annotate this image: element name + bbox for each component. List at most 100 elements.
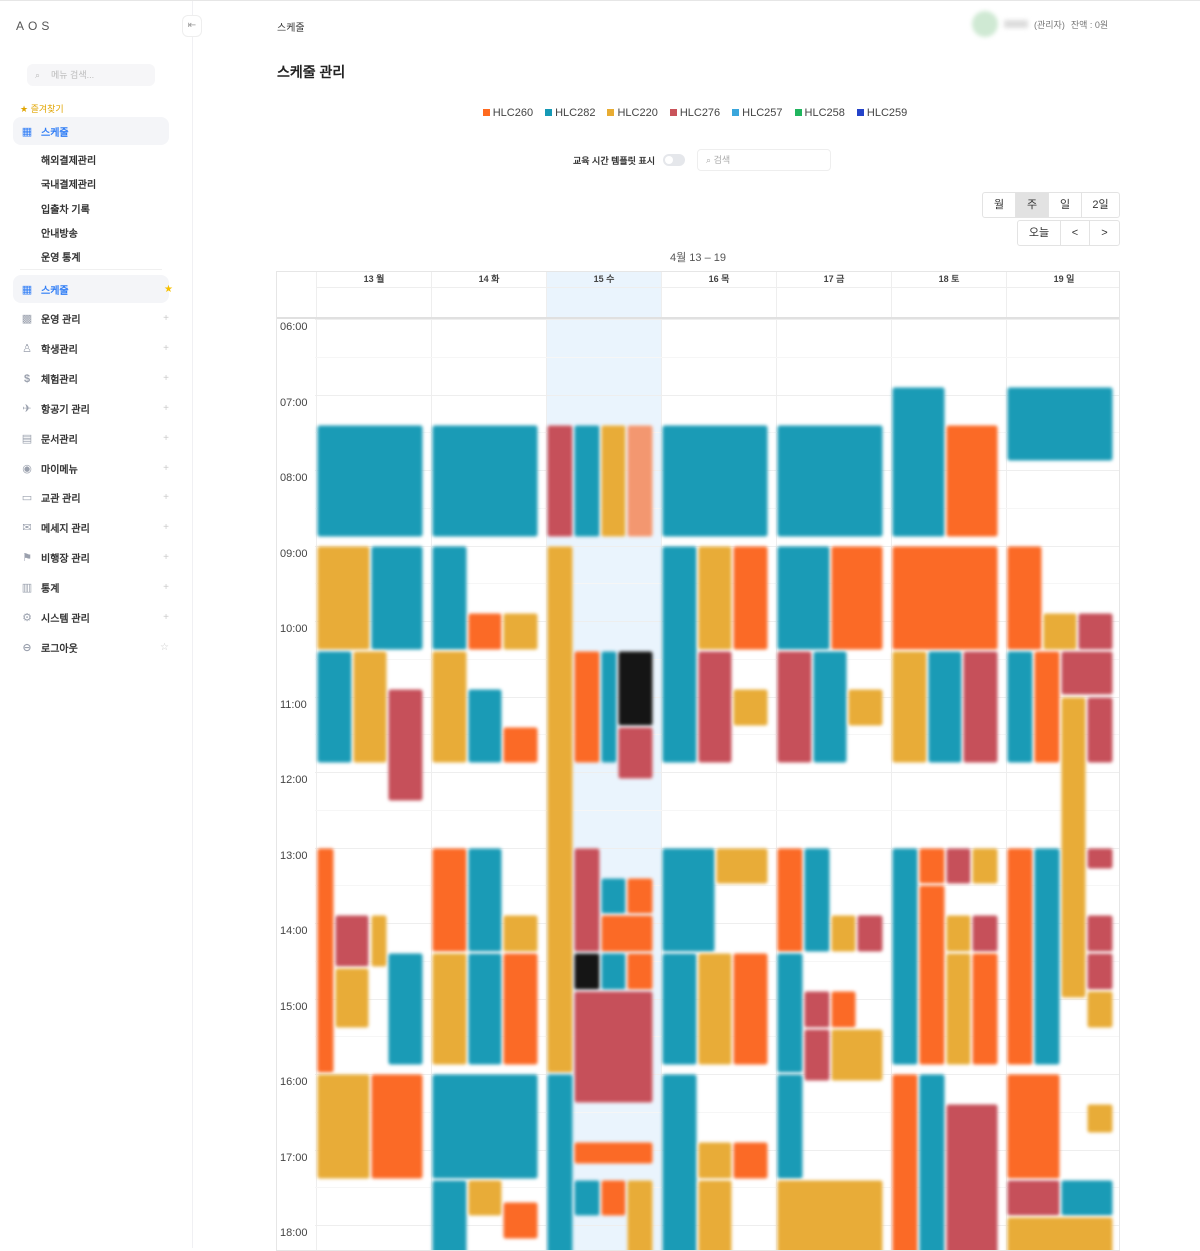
plus-icon[interactable]: + xyxy=(163,492,169,504)
schedule-event[interactable] xyxy=(945,847,972,885)
schedule-event[interactable] xyxy=(600,424,627,537)
schedule-event[interactable] xyxy=(662,847,715,953)
schedule-event[interactable] xyxy=(830,990,857,1028)
schedule-event[interactable] xyxy=(662,1074,697,1250)
sidebar-item[interactable]: ▩ 운영 관리 + xyxy=(13,305,169,333)
plus-icon[interactable]: + xyxy=(163,402,169,414)
favorite-subitem[interactable]: 입출차 기록 xyxy=(41,204,90,216)
sidebar-item[interactable]: ⊖ 로그아웃 ☆ xyxy=(13,633,169,661)
sidebar-item[interactable]: ♙ 학생관리 + xyxy=(13,335,169,363)
schedule-event[interactable] xyxy=(352,651,388,764)
schedule-event[interactable] xyxy=(432,953,467,1066)
schedule-event[interactable] xyxy=(777,1179,883,1250)
schedule-event[interactable] xyxy=(1007,847,1033,1066)
sidebar-item[interactable]: ▭ 교관 관리 + xyxy=(13,484,169,512)
schedule-event[interactable] xyxy=(972,953,998,1066)
schedule-event[interactable] xyxy=(432,1179,467,1250)
schedule-event[interactable] xyxy=(892,545,998,651)
schedule-event[interactable] xyxy=(467,688,503,764)
schedule-event[interactable] xyxy=(945,424,998,537)
schedule-event[interactable] xyxy=(812,651,848,764)
all-day-cell[interactable] xyxy=(891,287,1006,317)
schedule-event[interactable] xyxy=(830,1028,883,1081)
calendar-search-input[interactable]: ⌕ 검색 xyxy=(697,149,832,171)
schedule-event[interactable] xyxy=(697,953,733,1066)
sidebar-item[interactable]: ▦ 스케줄 ★ xyxy=(13,275,173,303)
schedule-event[interactable] xyxy=(1087,990,1113,1028)
menu-search-input[interactable]: ⌕ 메뉴 검색... xyxy=(27,64,155,86)
schedule-event[interactable] xyxy=(1087,953,1113,990)
schedule-event[interactable] xyxy=(503,726,538,764)
sidebar-item[interactable]: $ 체험관리 + xyxy=(13,365,169,393)
schedule-event[interactable] xyxy=(697,545,733,651)
schedule-event[interactable] xyxy=(1087,1104,1113,1134)
schedule-event[interactable] xyxy=(733,1141,768,1179)
schedule-event[interactable] xyxy=(1007,386,1113,462)
schedule-event[interactable] xyxy=(627,1179,653,1250)
all-day-cell[interactable] xyxy=(546,287,661,317)
schedule-event[interactable] xyxy=(972,915,998,953)
schedule-event[interactable] xyxy=(467,847,503,953)
schedule-event[interactable] xyxy=(573,651,600,764)
schedule-event[interactable] xyxy=(918,847,945,885)
schedule-event[interactable] xyxy=(503,613,538,651)
schedule-event[interactable] xyxy=(1007,1074,1060,1179)
schedule-event[interactable] xyxy=(317,545,370,651)
schedule-event[interactable] xyxy=(432,847,467,953)
schedule-event[interactable] xyxy=(1087,696,1113,764)
schedule-event[interactable] xyxy=(370,545,423,651)
schedule-event[interactable] xyxy=(618,726,653,779)
schedule-event[interactable] xyxy=(1078,613,1113,651)
view-day-button[interactable]: 일 xyxy=(1048,193,1081,217)
schedule-event[interactable] xyxy=(503,1202,538,1240)
sidebar-item[interactable]: ⚑ 비행장 관리 + xyxy=(13,544,169,572)
schedule-event[interactable] xyxy=(777,651,812,764)
schedule-event[interactable] xyxy=(627,953,653,990)
schedule-event[interactable] xyxy=(777,545,830,651)
day-header[interactable]: 14 화 xyxy=(431,272,546,287)
schedule-event[interactable] xyxy=(777,424,883,537)
schedule-event[interactable] xyxy=(918,1074,945,1250)
star-icon[interactable]: ★ xyxy=(164,283,173,295)
plus-icon[interactable]: + xyxy=(163,462,169,474)
plus-icon[interactable]: + xyxy=(163,582,169,593)
schedule-event[interactable] xyxy=(918,885,945,1066)
schedule-event[interactable] xyxy=(547,545,573,1073)
schedule-event[interactable] xyxy=(1087,847,1113,870)
prev-button[interactable]: < xyxy=(1060,221,1089,245)
schedule-event[interactable] xyxy=(945,1104,998,1250)
schedule-event[interactable] xyxy=(627,877,653,915)
schedule-event[interactable] xyxy=(1042,613,1078,651)
schedule-event[interactable] xyxy=(733,545,768,651)
schedule-event[interactable] xyxy=(432,424,538,537)
favorite-subitem[interactable]: 안내방송 xyxy=(41,228,78,240)
schedule-event[interactable] xyxy=(803,990,830,1028)
schedule-event[interactable] xyxy=(317,1074,370,1179)
schedule-event[interactable] xyxy=(503,915,538,953)
day-header[interactable]: 15 수 xyxy=(546,272,661,287)
schedule-event[interactable] xyxy=(334,968,370,1028)
schedule-event[interactable] xyxy=(1007,1217,1113,1250)
plus-icon[interactable]: + xyxy=(163,432,169,444)
schedule-event[interactable] xyxy=(803,847,830,953)
schedule-event[interactable] xyxy=(715,847,768,885)
all-day-cell[interactable] xyxy=(776,287,891,317)
plus-icon[interactable]: + xyxy=(163,373,169,385)
schedule-event[interactable] xyxy=(503,953,538,1066)
schedule-event[interactable] xyxy=(627,424,653,537)
schedule-event[interactable] xyxy=(1033,847,1060,1066)
favorite-subitem[interactable]: 해외결제관리 xyxy=(41,156,97,167)
schedule-event[interactable] xyxy=(857,915,883,953)
favorite-subitem[interactable]: 운영 통계 xyxy=(41,253,81,265)
day-header[interactable]: 18 토 xyxy=(891,272,1006,287)
today-button[interactable]: 오늘 xyxy=(1028,227,1050,239)
plus-icon[interactable]: + xyxy=(163,343,169,355)
schedule-event[interactable] xyxy=(573,990,653,1104)
plus-icon[interactable]: + xyxy=(163,522,169,534)
schedule-event[interactable] xyxy=(317,651,352,764)
day-header[interactable]: 16 목 xyxy=(661,272,776,287)
sidebar-item[interactable]: ⚙ 시스템 관리 + xyxy=(13,603,169,631)
schedule-event[interactable] xyxy=(1060,1179,1113,1217)
schedule-event[interactable] xyxy=(892,1074,918,1250)
schedule-event[interactable] xyxy=(733,953,768,1066)
